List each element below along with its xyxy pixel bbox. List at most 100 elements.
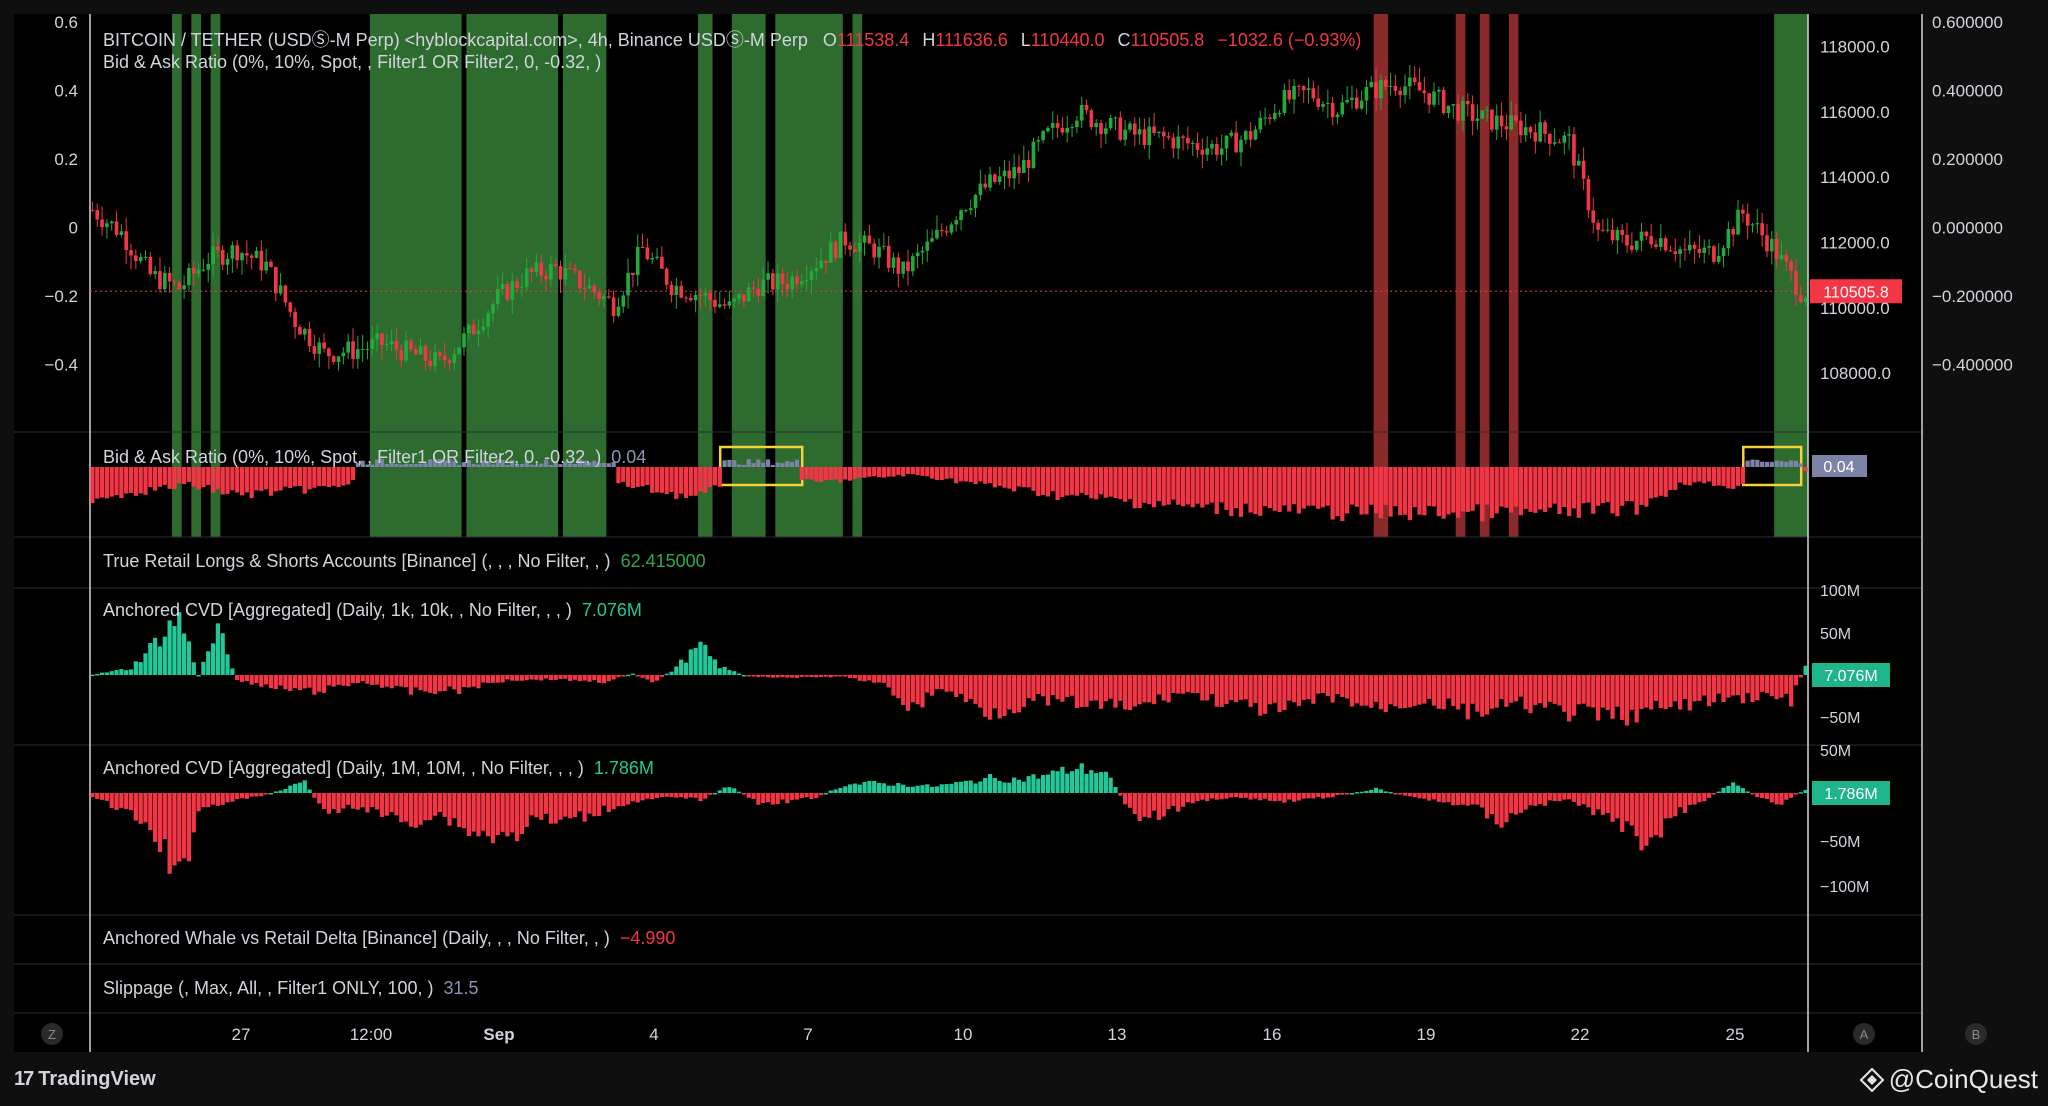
time-axis-tick-7: 16 bbox=[1263, 1025, 1282, 1044]
cvd2-bar-200 bbox=[1055, 771, 1060, 793]
bid-ask-bar-210 bbox=[1103, 467, 1108, 498]
cvd2-bar-120 bbox=[669, 793, 674, 798]
candle-body-300 bbox=[1538, 122, 1542, 142]
chart-canvas[interactable]: 110505.8118000.0116000.0114000.0112000.0… bbox=[0, 0, 2048, 1052]
cvd2-bar-231 bbox=[1205, 793, 1210, 802]
cvd1-bar-67 bbox=[413, 675, 418, 688]
candle-body-306 bbox=[1567, 134, 1571, 136]
overlay-axis-right-tick-5: −0.400000 bbox=[1932, 356, 2013, 375]
cvd2-bar-111 bbox=[625, 793, 631, 805]
bid-ask-bar-352 bbox=[1788, 460, 1794, 467]
cvd2-bar-115 bbox=[645, 793, 650, 799]
cvd2-bar-6 bbox=[119, 793, 124, 808]
bid-ask-bar-343 bbox=[1745, 460, 1750, 467]
candle-body-198 bbox=[1046, 127, 1050, 132]
cvd2-bar-342 bbox=[1740, 788, 1745, 793]
timezone-button[interactable]: Z bbox=[41, 1023, 63, 1045]
red-band-0 bbox=[1373, 14, 1389, 537]
auto-scale-button[interactable]: A bbox=[1853, 1023, 1875, 1045]
cvd2-bar-63 bbox=[394, 793, 399, 816]
bid-ask-bar-225 bbox=[1176, 467, 1181, 505]
overlay-indicator-header[interactable]: Bid & Ask Ratio (0%, 10%, Spot, , Filter… bbox=[103, 52, 602, 72]
cvd1-bar-218 bbox=[1142, 675, 1147, 703]
bid-ask-bar-263 bbox=[1359, 467, 1364, 515]
cvd2-bar-178 bbox=[949, 783, 954, 793]
candle-body-283 bbox=[1456, 104, 1460, 121]
bid-ask-bar-18 bbox=[177, 467, 182, 484]
cvd2-bar-344 bbox=[1750, 793, 1755, 795]
cvd2-pane-header[interactable]: Anchored CVD [Aggregated] (Daily, 1M, 10… bbox=[103, 758, 654, 779]
slippage-pane-header[interactable]: Slippage (, Max, All, , Filter1 ONLY, 10… bbox=[103, 978, 479, 999]
cvd2-bar-103 bbox=[587, 793, 592, 814]
candle-body-89 bbox=[520, 286, 524, 288]
bid-ask-bar-280 bbox=[1441, 467, 1446, 519]
bid-ask-bar-286 bbox=[1470, 467, 1475, 511]
cvd1-bar-128 bbox=[708, 656, 713, 675]
candle-body-143 bbox=[780, 273, 785, 285]
bid-ask-bar-52 bbox=[341, 467, 346, 486]
candle-body-349 bbox=[1774, 238, 1779, 260]
cvd1-bar-162 bbox=[872, 675, 877, 683]
cvd1-bar-82 bbox=[486, 675, 491, 683]
candle-body-37 bbox=[269, 261, 273, 268]
cvd1-bar-214 bbox=[1123, 675, 1128, 710]
cvd2-bar-3 bbox=[104, 793, 110, 801]
cvd2-bar-188 bbox=[997, 780, 1002, 793]
candle-body-45 bbox=[307, 328, 312, 347]
cvd2-bar-169 bbox=[905, 786, 911, 793]
cvd2-bar-351 bbox=[1784, 793, 1789, 800]
candle-body-327 bbox=[1668, 250, 1673, 252]
scale-b-button[interactable]: B bbox=[1965, 1023, 1987, 1045]
cvd2-bar-50 bbox=[331, 793, 336, 810]
candle-body-184 bbox=[978, 183, 983, 195]
bid-ask-bar-42 bbox=[292, 467, 298, 487]
cvd1-bar-87 bbox=[510, 675, 515, 681]
cvd1-bar-66 bbox=[408, 675, 414, 695]
candle-body-33 bbox=[249, 255, 254, 258]
cvd1-pane-header[interactable]: Anchored CVD [Aggregated] (Daily, 1k, 10… bbox=[103, 600, 642, 621]
cvd1-bar-25 bbox=[210, 643, 216, 675]
cvd1-bar-90 bbox=[524, 675, 529, 681]
cvd2-bar-112 bbox=[630, 793, 636, 802]
cvd1-bar-124 bbox=[688, 649, 693, 675]
candle-body-88 bbox=[515, 281, 519, 288]
candle-body-19 bbox=[182, 285, 186, 290]
bid-ask-pane-header[interactable]: Bid & Ask Ratio (0%, 10%, Spot, , Filter… bbox=[103, 447, 646, 468]
bid-ask-bar-20 bbox=[186, 467, 192, 482]
candle-body-206 bbox=[1084, 104, 1089, 111]
cvd1-bar-13 bbox=[153, 637, 158, 675]
cvd2-bar-250 bbox=[1296, 793, 1301, 801]
cvd2-bar-142 bbox=[775, 793, 780, 805]
candle-body-170 bbox=[910, 256, 915, 272]
cvd1-bar-211 bbox=[1108, 675, 1113, 699]
candle-body-145 bbox=[790, 276, 794, 290]
cvd1-bar-172 bbox=[920, 675, 925, 708]
cvd1-bar-332 bbox=[1692, 675, 1697, 702]
cvd2-bar-303 bbox=[1552, 793, 1557, 802]
cvd2-bar-14 bbox=[157, 793, 163, 853]
green-band-3 bbox=[369, 14, 462, 537]
candle-body-59 bbox=[375, 333, 379, 340]
cvd1-bar-91 bbox=[529, 675, 534, 680]
cvd1-bar-64 bbox=[399, 675, 404, 687]
cvd2-bar-190 bbox=[1007, 782, 1012, 793]
overlay-axis-right-tick-1: 0.400000 bbox=[1932, 82, 2003, 101]
whale-pane-header[interactable]: Anchored Whale vs Retail Delta [Binance]… bbox=[103, 928, 675, 949]
cvd2-bar-207 bbox=[1089, 770, 1094, 793]
cvd1-bar-338 bbox=[1721, 675, 1726, 703]
cvd2-bar-158 bbox=[852, 783, 858, 793]
cvd2-bar-251 bbox=[1301, 793, 1306, 799]
cvd1-bar-85 bbox=[500, 675, 505, 683]
candle-body-44 bbox=[302, 328, 307, 335]
cvd1-bar-285 bbox=[1465, 675, 1470, 720]
cvd2-bar-238 bbox=[1238, 793, 1244, 799]
cvd1-bar-93 bbox=[539, 675, 544, 681]
cvd1-bar-113 bbox=[635, 675, 640, 677]
retail-pane-header[interactable]: True Retail Longs & Shorts Accounts [Bin… bbox=[103, 551, 706, 572]
cvd1-bar-290 bbox=[1489, 675, 1495, 709]
candle-body-305 bbox=[1562, 135, 1567, 143]
cvd2-bar-348 bbox=[1769, 793, 1774, 803]
cvd1-bar-51 bbox=[336, 675, 341, 685]
bid-ask-bar-45 bbox=[307, 467, 312, 490]
